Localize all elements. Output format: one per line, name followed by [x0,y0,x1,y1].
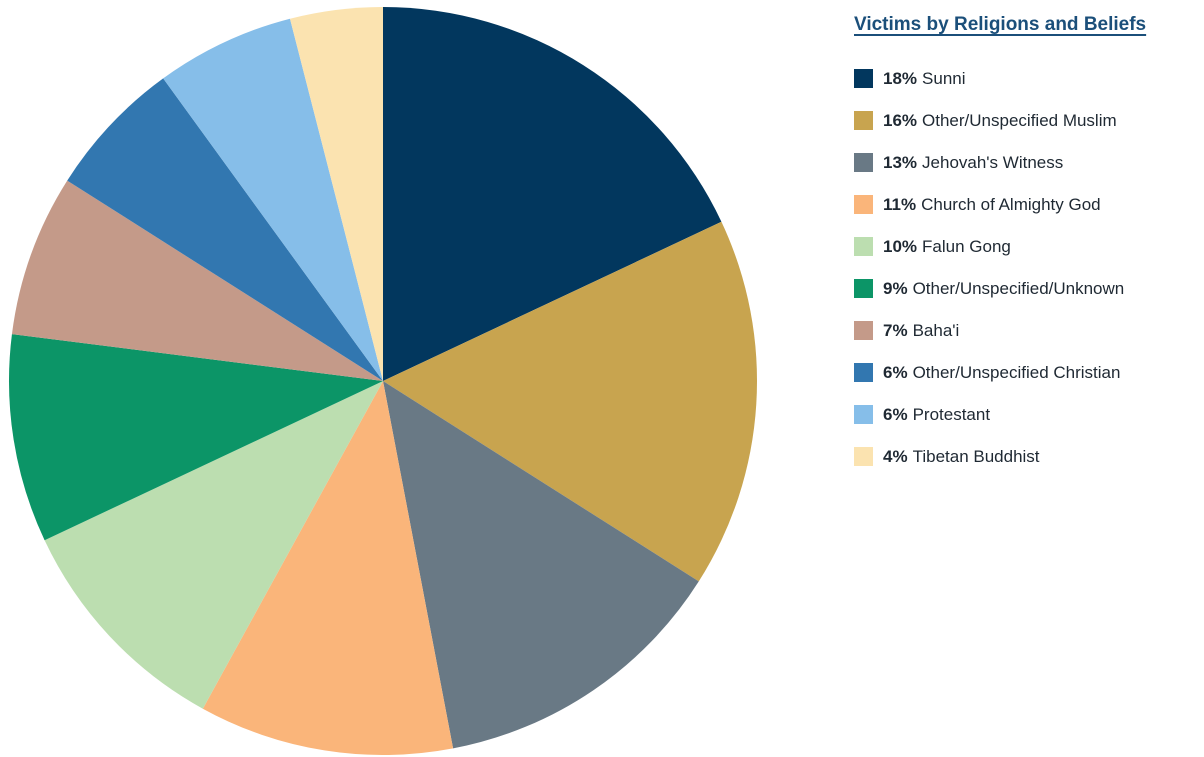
legend-swatch [854,279,873,298]
legend-percent: 13% [883,152,918,172]
legend-item: 4% Tibetan Buddhist [854,446,1204,467]
legend-swatch [854,69,873,88]
legend-percent: 16% [883,110,918,130]
legend-percent: 18% [883,68,918,88]
legend-item: 11% Church of Almighty God [854,194,1204,215]
legend-label: Protestant [912,404,991,424]
legend-percent: 4% [883,446,908,466]
legend-swatch [854,111,873,130]
legend-swatch [854,195,873,214]
legend-label: Church of Almighty God [921,194,1101,214]
legend-list: 18% Sunni 16% Other/Unspecified Muslim 13% Je… [854,68,1204,467]
legend-percent: 11% [883,194,917,214]
pie-slice [383,7,722,381]
legend-label: Falun Gong [922,236,1011,256]
pie-slice [9,334,383,541]
legend-swatch [854,321,873,340]
legend-swatch [854,237,873,256]
pie-slice [383,381,699,749]
legend-item: 9% Other/Unspecified/Unknown [854,278,1204,299]
chart-title: Victims by Religions and Beliefs [854,14,1147,35]
legend-percent: 9% [883,278,908,298]
legend-item: 16% Other/Unspecified Muslim [854,110,1204,131]
legend-label: Sunni [922,68,966,88]
legend-item: 6% Protestant [854,404,1204,425]
pie-slice [383,221,758,582]
legend-swatch [854,447,873,466]
legend: Victims by Religions and Beliefs 18% Sunn… [854,12,1204,488]
legend-item: 6% Other/Unspecified Christian [854,362,1204,383]
legend-item: 18% Sunni [854,68,1204,89]
legend-swatch [854,405,873,424]
legend-percent: 6% [883,362,908,382]
legend-percent: 10% [883,236,918,256]
pie-slice [289,7,383,381]
legend-label: Other/Unspecified/Unknown [912,278,1125,298]
legend-item: 7% Baha'i [854,320,1204,341]
legend-label: Jehovah's Witness [922,152,1064,172]
pie-chart [9,7,758,756]
legend-percent: 6% [883,404,908,424]
pie-slice [163,18,383,381]
legend-swatch [854,363,873,382]
legend-item: 13% Jehovah's Witness [854,152,1204,173]
pie-slice [44,381,384,709]
legend-label: Other/Unspecified Muslim [922,110,1117,130]
legend-label: Tibetan Buddhist [912,446,1040,466]
pie-slice [202,381,454,756]
pie-slice [67,78,383,382]
legend-label: Other/Unspecified Christian [912,362,1121,382]
legend-swatch [854,153,873,172]
legend-item: 10% Falun Gong [854,236,1204,257]
legend-label: Baha'i [912,320,960,340]
pie-slice [11,180,383,381]
legend-percent: 7% [883,320,908,340]
